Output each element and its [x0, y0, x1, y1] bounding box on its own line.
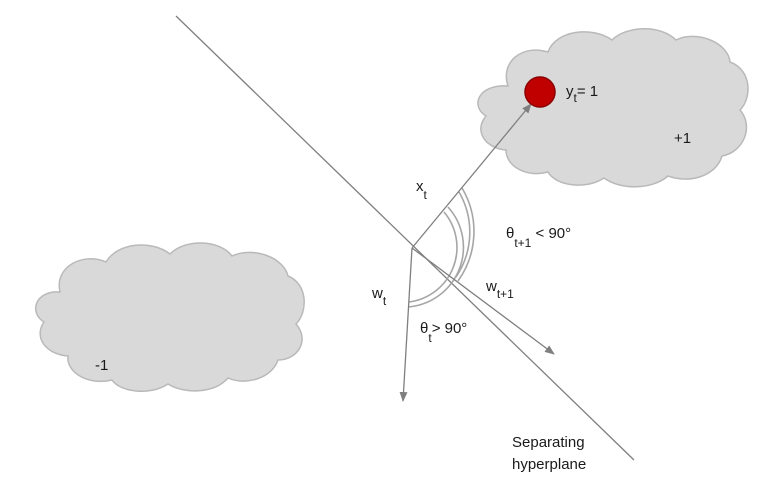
theta-t1-arc-outer [457, 187, 475, 282]
negative-class-cloud [34, 242, 305, 392]
yt-label: yt= 1 [566, 83, 598, 105]
theta-t1-arc-inner [455, 191, 471, 278]
hyperplane-label-line2: hyperplane [512, 456, 586, 473]
theta-t-arc-inner [408, 211, 458, 303]
negative-cloud-shape [34, 242, 305, 392]
minus-one-label: -1 [95, 357, 108, 374]
wt1-label: wt+1 [485, 278, 514, 301]
theta-t-arc-outer [407, 206, 465, 308]
xt-label: xt [416, 178, 428, 202]
positive-data-point [524, 76, 556, 108]
angle-arcs [407, 187, 475, 308]
hyperplane-label-line1: Separating [512, 434, 585, 451]
separating-hyperplane-line [175, 15, 635, 461]
theta-t1-label: θt+1 < 90° [506, 225, 571, 250]
wt-label: wt [371, 285, 387, 308]
positive-cloud-shape [477, 28, 749, 188]
wt-vector [399, 247, 413, 402]
xt-vector [411, 103, 532, 249]
plus-one-label: +1 [674, 130, 691, 147]
theta-t-label: θt> 90° [420, 320, 467, 345]
wt1-vector [411, 247, 555, 355]
positive-class-cloud [477, 28, 749, 188]
